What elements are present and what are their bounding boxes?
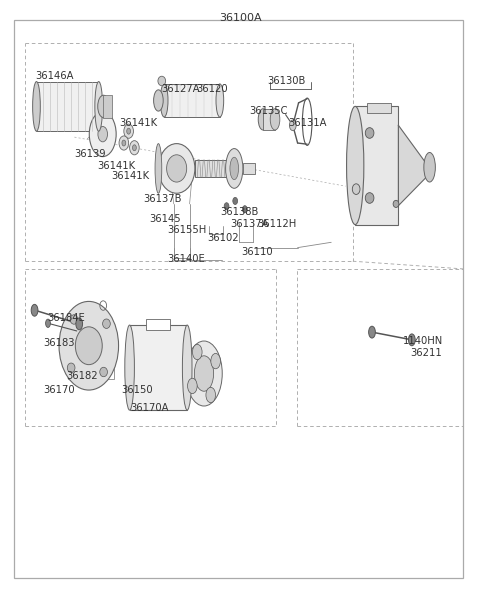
Ellipse shape: [89, 112, 116, 157]
Text: 36184E: 36184E: [47, 313, 85, 323]
Bar: [68, 356, 114, 379]
Ellipse shape: [182, 325, 192, 410]
Text: 36131A: 36131A: [288, 118, 326, 128]
Text: 36140E: 36140E: [167, 254, 205, 264]
Ellipse shape: [188, 378, 197, 394]
Ellipse shape: [124, 124, 133, 138]
Ellipse shape: [46, 319, 50, 327]
Text: 36112H: 36112H: [257, 219, 296, 229]
Ellipse shape: [226, 148, 243, 189]
Bar: [263, 109, 275, 130]
Ellipse shape: [132, 145, 136, 151]
Text: 36141K: 36141K: [119, 118, 157, 128]
Bar: [243, 163, 255, 174]
Ellipse shape: [167, 155, 187, 182]
Text: 36110: 36110: [241, 247, 273, 257]
Bar: [36, 82, 99, 131]
Bar: [146, 319, 170, 330]
Bar: [130, 325, 187, 410]
Ellipse shape: [155, 144, 162, 193]
Polygon shape: [398, 125, 432, 206]
Text: 36138B: 36138B: [220, 207, 258, 217]
Ellipse shape: [211, 353, 220, 369]
Ellipse shape: [270, 109, 280, 130]
Text: 36100A: 36100A: [219, 13, 261, 23]
Ellipse shape: [242, 206, 247, 213]
Text: 1140HN: 1140HN: [403, 336, 444, 346]
Text: 36141K: 36141K: [111, 171, 149, 181]
Ellipse shape: [127, 128, 131, 134]
Ellipse shape: [192, 345, 202, 360]
Ellipse shape: [369, 326, 375, 338]
Ellipse shape: [95, 82, 103, 131]
Ellipse shape: [206, 387, 216, 402]
Text: 36170: 36170: [43, 385, 75, 395]
Ellipse shape: [70, 315, 78, 324]
Ellipse shape: [365, 128, 374, 138]
Text: 36150: 36150: [121, 385, 153, 395]
Text: 36141K: 36141K: [97, 161, 135, 171]
Text: 36135C: 36135C: [250, 106, 288, 116]
Ellipse shape: [59, 301, 119, 390]
Text: 36127A: 36127A: [162, 84, 200, 94]
Bar: [355, 106, 398, 225]
Bar: [367, 103, 391, 113]
Ellipse shape: [122, 140, 126, 146]
Bar: [103, 95, 112, 118]
Text: 36211: 36211: [410, 348, 442, 358]
Text: 36145: 36145: [150, 214, 181, 224]
Ellipse shape: [98, 126, 108, 142]
Ellipse shape: [103, 319, 110, 329]
Text: 36155H: 36155H: [167, 225, 206, 235]
Text: 36120: 36120: [196, 84, 228, 94]
Bar: [195, 160, 231, 177]
Ellipse shape: [33, 82, 40, 131]
Ellipse shape: [289, 120, 296, 131]
Ellipse shape: [352, 184, 360, 194]
Ellipse shape: [158, 76, 166, 86]
Ellipse shape: [258, 109, 268, 130]
Text: 36183: 36183: [43, 338, 75, 348]
Ellipse shape: [224, 203, 229, 210]
Ellipse shape: [125, 325, 134, 410]
Ellipse shape: [233, 197, 238, 204]
Ellipse shape: [31, 304, 38, 316]
Ellipse shape: [186, 341, 222, 406]
Ellipse shape: [119, 136, 129, 150]
Ellipse shape: [154, 90, 163, 111]
Text: 36170A: 36170A: [131, 403, 169, 413]
Ellipse shape: [98, 95, 109, 118]
Ellipse shape: [100, 367, 108, 376]
Ellipse shape: [347, 106, 364, 225]
Text: 36130B: 36130B: [267, 76, 305, 86]
Text: 36102: 36102: [207, 233, 239, 243]
Ellipse shape: [194, 356, 214, 391]
Text: 36182: 36182: [66, 371, 98, 381]
Ellipse shape: [216, 84, 224, 117]
Text: 36137B: 36137B: [143, 194, 181, 204]
Ellipse shape: [130, 141, 139, 155]
Ellipse shape: [393, 200, 399, 207]
Ellipse shape: [408, 334, 415, 346]
Ellipse shape: [76, 318, 83, 330]
Ellipse shape: [67, 363, 75, 372]
Text: 36146A: 36146A: [35, 71, 73, 81]
Ellipse shape: [158, 144, 195, 193]
Ellipse shape: [365, 193, 374, 203]
Ellipse shape: [75, 327, 102, 365]
Ellipse shape: [230, 157, 239, 180]
Ellipse shape: [160, 84, 168, 117]
Text: 36137A: 36137A: [230, 219, 269, 229]
Text: 36139: 36139: [74, 149, 106, 159]
Bar: [164, 84, 220, 117]
Ellipse shape: [424, 152, 435, 182]
